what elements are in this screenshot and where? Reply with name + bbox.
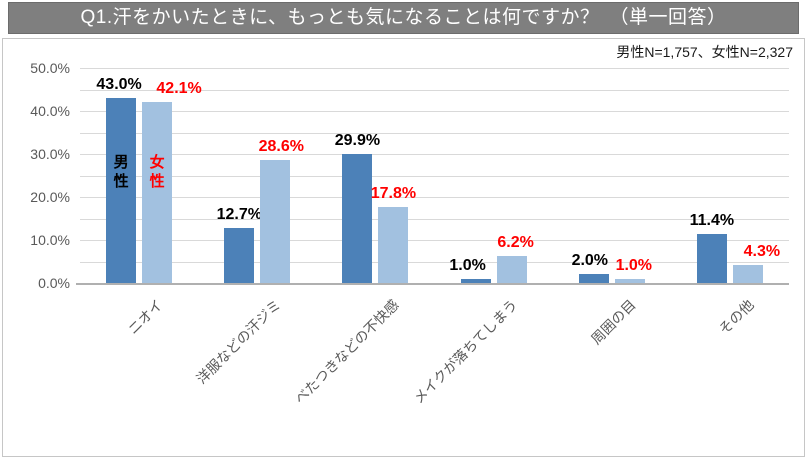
gridline: [80, 154, 789, 155]
gridline: [80, 240, 789, 241]
gridline: [80, 197, 789, 198]
sample-size-note: 男性N=1,757、女性N=2,327: [616, 44, 793, 60]
bar-female: [496, 256, 527, 283]
bar-male: [696, 234, 727, 283]
series-label-female: 女性: [149, 154, 165, 191]
gridline: [80, 261, 789, 263]
value-label-female: 6.2%: [497, 234, 534, 252]
bar-female: [732, 264, 763, 283]
y-axis-tick-label: 50.0%: [30, 60, 70, 76]
value-label-female: 4.3%: [743, 242, 781, 260]
value-label-female: 28.6%: [258, 138, 304, 155]
bar-female: [260, 160, 291, 283]
x-axis-line: [76, 283, 789, 285]
chart-title: Q1.汗をかいたときに、もっとも気になることは何ですか？ （単一回答）: [80, 7, 727, 28]
gridline: [80, 218, 789, 220]
value-label-male: 1.0%: [449, 256, 486, 274]
value-label-female: 17.8%: [370, 184, 417, 202]
gridline: [80, 111, 789, 112]
chart-title-banner: Q1.汗をかいたときに、もっとも気になることは何ですか？ （単一回答）: [8, 2, 799, 34]
bar-female: [142, 102, 173, 283]
value-label-male: 2.0%: [571, 252, 609, 270]
y-axis-tick-label: 20.0%: [30, 189, 70, 205]
value-label-male: 29.9%: [334, 132, 381, 150]
bar-male: [460, 278, 491, 283]
value-label-female: 1.0%: [615, 256, 653, 274]
y-axis-tick-label: 40.0%: [30, 103, 70, 119]
y-axis-tick-label: 0.0%: [38, 275, 70, 291]
bar-female: [378, 206, 409, 283]
gridline: [80, 89, 789, 91]
gridline: [80, 68, 789, 69]
value-label-male: 43.0%: [96, 76, 142, 94]
value-label-male: 11.4%: [689, 212, 735, 229]
bar-male: [578, 274, 609, 283]
gridline: [80, 175, 789, 177]
bar-male: [106, 98, 137, 283]
series-label-male: 男性: [113, 154, 129, 191]
bar-female: [614, 278, 645, 283]
value-label-male: 12.7%: [216, 206, 262, 224]
bar-male: [224, 228, 255, 283]
value-label-female: 42.1%: [156, 80, 202, 97]
y-axis-tick-label: 30.0%: [30, 146, 70, 162]
gridline: [80, 132, 789, 134]
bar-male: [342, 154, 373, 283]
y-axis-tick-label: 10.0%: [30, 232, 70, 248]
